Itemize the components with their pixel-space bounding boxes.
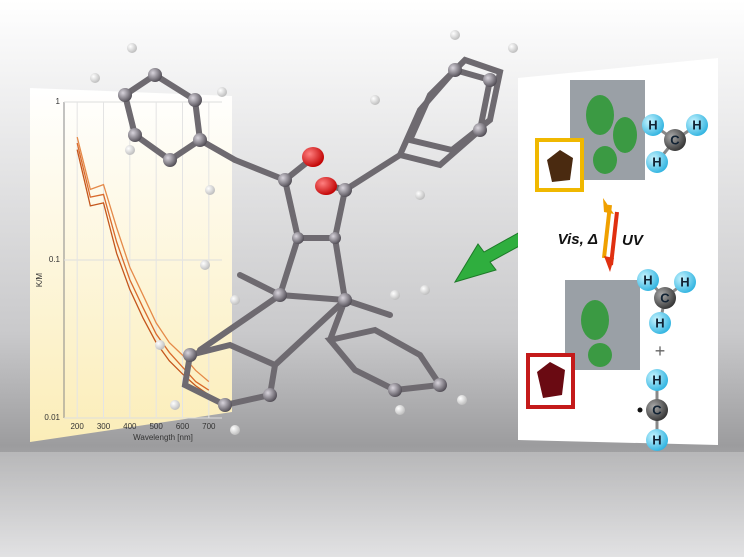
arrow-forward [602, 204, 612, 259]
atom-label: H [652, 432, 661, 447]
forward-label: Vis, Δ [558, 231, 598, 248]
atom-label: H [655, 315, 664, 330]
y-tick-label: 1 [56, 97, 61, 106]
arrow-head [603, 198, 614, 214]
x-axis-label: Wavelength [nm] [133, 433, 193, 442]
atom [642, 114, 664, 136]
atom [646, 429, 668, 451]
crystal-yellow-frame [535, 138, 584, 192]
density-blob [613, 117, 637, 153]
atom-label: H [692, 117, 701, 132]
reflection [0, 452, 744, 557]
atom [649, 312, 671, 334]
atom [646, 399, 668, 421]
plus-sign: + [655, 341, 666, 361]
atom [686, 114, 708, 136]
y-tick-label: 0.01 [44, 413, 60, 422]
atom [654, 287, 676, 309]
crystal [547, 150, 573, 182]
atom [646, 151, 668, 173]
y-tick-label: 0.1 [49, 255, 61, 264]
atom [646, 369, 668, 391]
arrow-reverse [609, 211, 619, 266]
atom-label: C [660, 290, 670, 305]
density-blob [581, 300, 609, 340]
crystal [537, 362, 565, 398]
reverse-label: UV [622, 232, 645, 249]
x-tick-label: 700 [202, 422, 216, 431]
atom-label: H [680, 274, 689, 289]
radical-dot [637, 407, 643, 413]
atom-label: C [652, 402, 662, 417]
x-tick-label: 600 [176, 422, 190, 431]
density-blob [586, 95, 614, 135]
atom-label: H [652, 372, 661, 387]
x-tick-label: 300 [97, 422, 111, 431]
atom-label: C [670, 132, 680, 147]
x-tick-label: 200 [70, 422, 84, 431]
density-blob [593, 146, 617, 174]
atom-label: H [648, 117, 657, 132]
atom [664, 129, 686, 151]
atom [674, 271, 696, 293]
molecule [90, 30, 518, 435]
y-axis-label: K/M [35, 273, 44, 288]
atom-label: H [652, 154, 661, 169]
density-blob [588, 343, 612, 367]
x-tick-label: 400 [123, 422, 137, 431]
arrow-head [604, 256, 614, 272]
x-tick-label: 500 [149, 422, 163, 431]
atom [637, 269, 659, 291]
atom-label: H [643, 272, 652, 287]
